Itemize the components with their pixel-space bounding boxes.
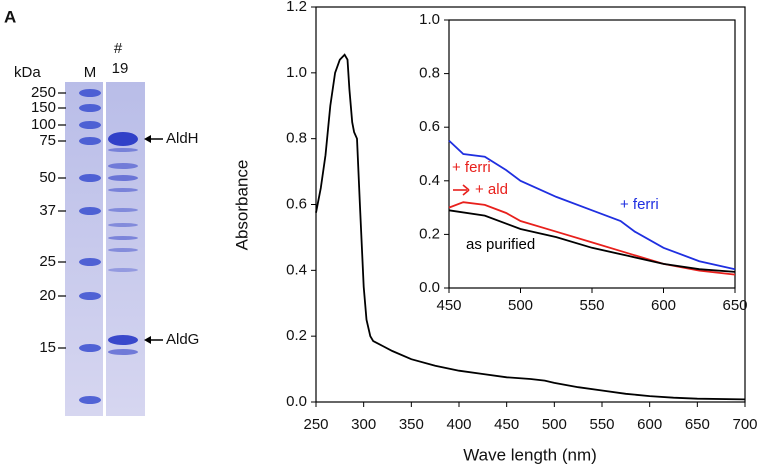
marker-band (79, 137, 101, 145)
marker-label: 20 (39, 287, 56, 304)
marker-band (79, 89, 101, 97)
marker-label: 100 (31, 116, 56, 133)
y-tick-label: 0.0 (419, 279, 440, 296)
series-line (448, 209, 736, 273)
y-tick-label: 0.4 (286, 261, 307, 278)
x-tick-label: 300 (351, 416, 376, 433)
series-line (315, 53, 746, 401)
sample-band (108, 188, 138, 192)
x-tick-label: 450 (436, 297, 461, 314)
y-tick-label: 0.4 (419, 172, 440, 189)
arrow-head (144, 336, 151, 344)
gel-bands (79, 89, 138, 404)
sample-band (108, 175, 138, 181)
sample-band (108, 248, 138, 252)
sample-band (108, 223, 138, 227)
sample-band (108, 163, 138, 169)
x-tick-label: 550 (589, 416, 614, 433)
y-tick-label: 0.6 (286, 195, 307, 212)
sample-band (108, 148, 138, 152)
marker-band (79, 344, 101, 352)
marker-label: 25 (39, 253, 56, 270)
x-tick-label: 250 (303, 416, 328, 433)
sample-band (108, 349, 138, 355)
series-label: + ferri (620, 196, 659, 213)
marker-label: 75 (39, 132, 56, 149)
marker-label: 15 (39, 339, 56, 356)
x-tick-label: 350 (399, 416, 424, 433)
arrow-head (144, 135, 151, 143)
marker-band (79, 258, 101, 266)
marker-band (79, 121, 101, 129)
x-tick-label: 600 (637, 416, 662, 433)
sample-band (108, 132, 138, 146)
x-tick-label: 650 (722, 297, 747, 314)
y-tick-label: 0.2 (286, 327, 307, 344)
y-tick-label: 1.2 (286, 0, 307, 15)
band-label: AldH (166, 130, 199, 147)
marker-band (79, 104, 101, 112)
marker-band (79, 207, 101, 215)
marker-label: 150 (31, 99, 56, 116)
x-axis-label: Wave length (nm) (463, 445, 597, 464)
sample-band (108, 236, 138, 240)
annotation: + ald (475, 181, 508, 198)
lane-label: M (84, 64, 97, 81)
y-tick-label: 0.8 (286, 130, 307, 147)
x-tick-label: 500 (508, 297, 533, 314)
panel-label: A (4, 7, 16, 26)
x-tick-label: 600 (651, 297, 676, 314)
y-tick-label: 0.0 (286, 393, 307, 410)
y-tick-label: 1.0 (286, 64, 307, 81)
y-axis-label: Absorbance (232, 160, 251, 251)
marker-band (79, 292, 101, 300)
marker-label: 37 (39, 202, 56, 219)
marker-label: 250 (31, 84, 56, 101)
x-tick-label: 550 (579, 297, 604, 314)
sample-band (108, 208, 138, 212)
unit-label: kDa (14, 64, 41, 81)
x-tick-label: 450 (494, 416, 519, 433)
marker-band (79, 396, 101, 404)
x-tick-label: 700 (732, 416, 757, 433)
sample-band (108, 335, 138, 345)
series-line (448, 139, 736, 271)
marker-label: 50 (39, 169, 56, 186)
y-tick-label: 0.6 (419, 118, 440, 135)
x-tick-label: 650 (685, 416, 710, 433)
x-tick-label: 400 (446, 416, 471, 433)
lane-label: 19 (112, 60, 129, 77)
sample-prefix: # (114, 40, 123, 57)
series-label: + ferri (452, 159, 491, 176)
arrow-head (462, 184, 470, 196)
y-tick-label: 0.8 (419, 65, 440, 82)
lane-separator (103, 82, 106, 416)
marker-band (79, 174, 101, 182)
sample-band (108, 268, 138, 272)
x-tick-label: 500 (542, 416, 567, 433)
series-label: as purified (466, 236, 535, 253)
y-tick-label: 0.2 (419, 225, 440, 242)
band-label: AldG (166, 331, 199, 348)
y-tick-label: 1.0 (419, 11, 440, 28)
